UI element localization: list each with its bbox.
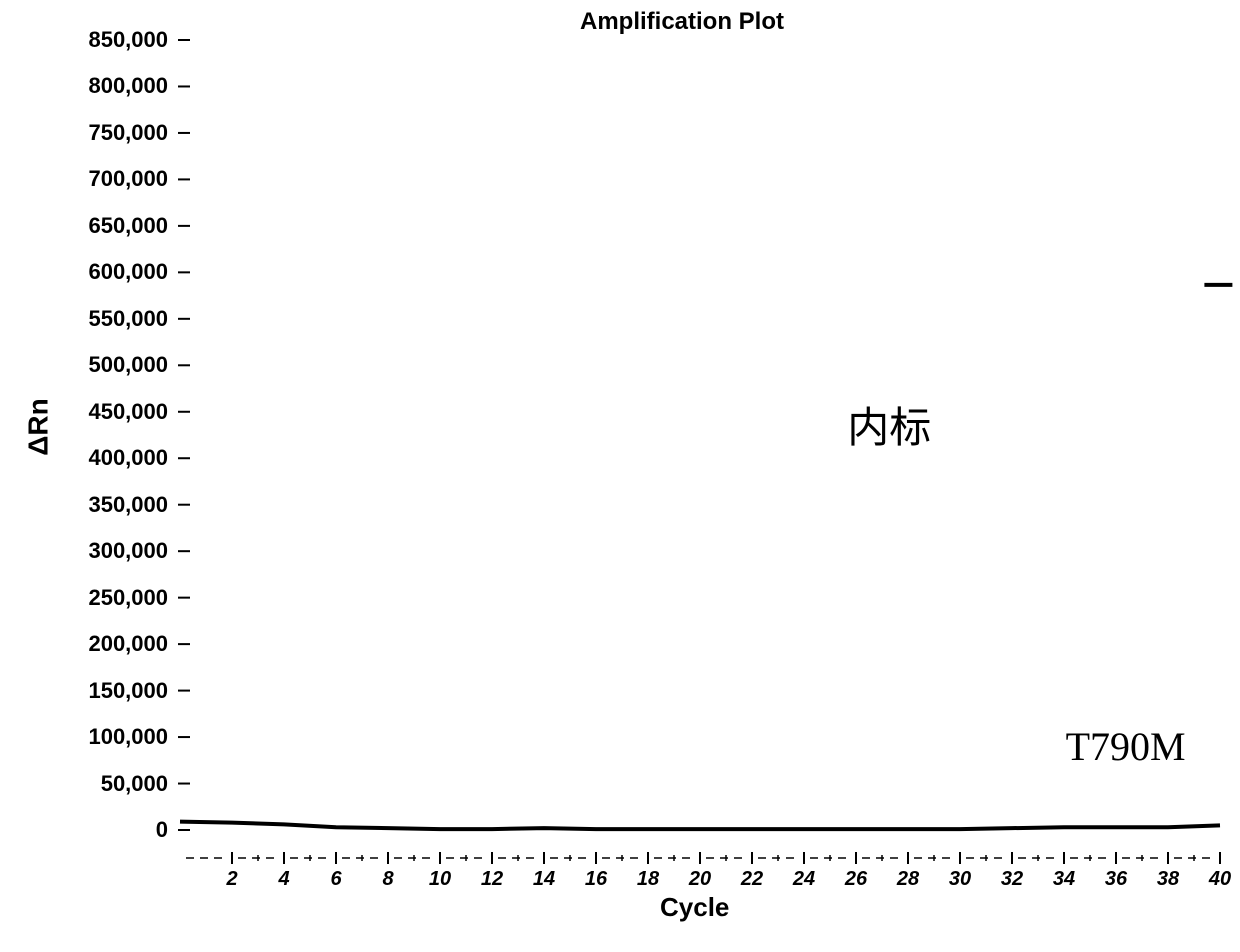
x-tick-label: 32 (996, 868, 1028, 891)
x-tick-label: 24 (788, 868, 820, 891)
x-tick-label: 22 (736, 868, 768, 891)
x-tick-label: 40 (1204, 868, 1236, 891)
x-tick-label: 36 (1100, 868, 1132, 891)
series-T790M (180, 822, 1220, 829)
y-tick-label: 250,000 (48, 585, 168, 611)
x-tick-label: 38 (1152, 868, 1184, 891)
x-tick-label: 34 (1048, 868, 1080, 891)
y-tick-label: 800,000 (48, 73, 168, 99)
y-tick-label: 0 (48, 817, 168, 843)
annotation: 内标 (847, 394, 931, 455)
y-tick-label: 450,000 (48, 399, 168, 425)
x-tick-label: 30 (944, 868, 976, 891)
y-tick-label: 150,000 (48, 678, 168, 704)
y-tick-label: 350,000 (48, 492, 168, 518)
plot-svg (0, 0, 1240, 952)
amplification-plot: Amplification Plot ΔRn Cycle 24681012141… (0, 0, 1240, 952)
x-tick-label: 4 (268, 868, 300, 891)
x-tick-label: 8 (372, 868, 404, 891)
x-tick-label: 10 (424, 868, 456, 891)
annotation: T790M (1066, 723, 1186, 770)
y-tick-label: 700,000 (48, 166, 168, 192)
y-tick-label: 750,000 (48, 120, 168, 146)
y-tick-label: 850,000 (48, 27, 168, 53)
y-tick-label: 200,000 (48, 631, 168, 657)
x-tick-label: 16 (580, 868, 612, 891)
x-tick-label: 26 (840, 868, 872, 891)
x-tick-label: 20 (684, 868, 716, 891)
x-tick-label: 6 (320, 868, 352, 891)
y-tick-label: 500,000 (48, 352, 168, 378)
y-tick-label: 400,000 (48, 445, 168, 471)
x-tick-label: 2 (216, 868, 248, 891)
x-tick-label: 28 (892, 868, 924, 891)
y-tick-label: 650,000 (48, 213, 168, 239)
x-tick-label: 12 (476, 868, 508, 891)
x-tick-label: 18 (632, 868, 664, 891)
y-tick-label: 50,000 (48, 771, 168, 797)
y-tick-label: 300,000 (48, 538, 168, 564)
y-tick-label: 550,000 (48, 306, 168, 332)
y-tick-label: 100,000 (48, 724, 168, 750)
x-tick-label: 14 (528, 868, 560, 891)
y-tick-label: 600,000 (48, 259, 168, 285)
